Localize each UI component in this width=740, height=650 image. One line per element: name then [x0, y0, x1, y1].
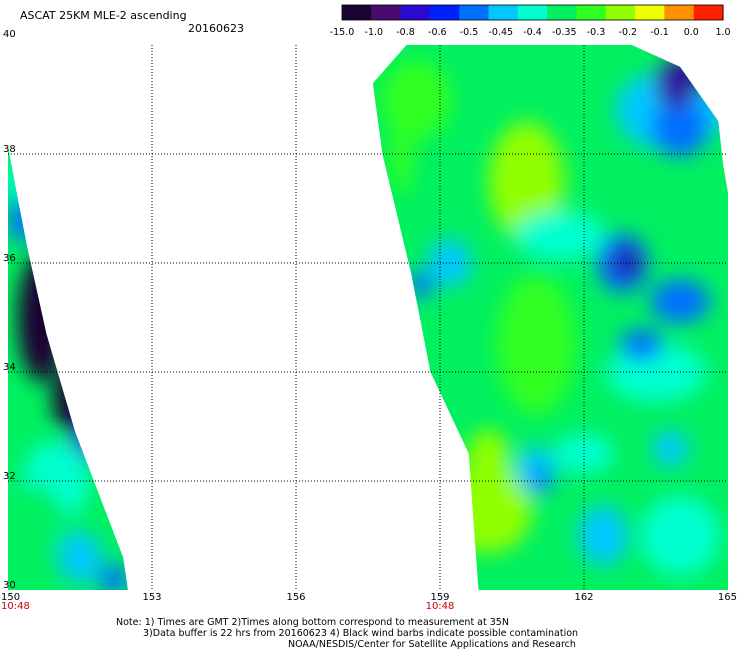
swath-time-label: 10:48: [426, 601, 455, 612]
colorbar-tick-label: -0.3: [587, 27, 606, 38]
colorbar-swatch: [664, 5, 695, 20]
colorbar-tick-label: -1.0: [365, 27, 384, 38]
colorbar-tick-label: -0.45: [489, 27, 514, 38]
colorbar-swatch: [429, 5, 460, 20]
colorbar: -15.0 -1.0 -0.8 -0.6 -0.5 -0.45 -0.4 -0.35 -0.3 -…: [330, 4, 731, 38]
colorbar-tick-label: -0.5: [460, 27, 479, 38]
colorbar-tick-label: 0.0: [684, 27, 699, 38]
map-title: ASCAT 25KM MLE-2 ascending: [20, 9, 187, 22]
colorbar-tick-label: -0.4: [523, 27, 542, 38]
longitude-label: 156: [286, 592, 305, 603]
grid-lines: [8, 45, 728, 590]
map-date: 20160623: [188, 22, 244, 35]
colorbar-tick-label: -15.0: [330, 27, 355, 38]
longitude-label: 150: [1, 592, 20, 603]
colorbar-swatch: [517, 5, 548, 20]
colorbar-swatch: [547, 5, 578, 20]
colorbar-tick-label: -0.1: [650, 27, 669, 38]
colorbar-tick-label: -0.35: [552, 27, 577, 38]
colorbar-frame: [341, 4, 724, 21]
swath-time-label: 10:48: [1, 601, 30, 612]
longitude-labels: 150 153 156 159 162 165: [1, 592, 737, 603]
longitude-label: 153: [142, 592, 161, 603]
colorbar-swatch: [488, 5, 519, 20]
colorbar-swatch: [371, 5, 402, 20]
latitude-labels: 40 38 36 34 32 30: [3, 29, 16, 591]
latitude-label: 40: [3, 29, 16, 40]
colorbar-tick-label: -0.8: [396, 27, 415, 38]
colorbar-swatch: [400, 5, 431, 20]
colorbar-tick-label: -0.2: [619, 27, 638, 38]
colorbar-swatch: [635, 5, 665, 20]
colorbar-swatch: [605, 5, 636, 20]
longitude-label: 162: [574, 592, 593, 603]
latitude-label: 30: [3, 580, 16, 591]
colorbar-tick-label: 1.0: [715, 27, 730, 38]
time-labels: 10:48 10:48: [1, 601, 454, 612]
footer-note-line2: 3)Data buffer is 22 hrs from 20160623 4)…: [143, 628, 578, 639]
latitude-label: 38: [3, 144, 16, 155]
swath-layer: [8, 45, 728, 591]
colorbar-swatch: [693, 5, 724, 20]
colorbar-swatch: [576, 5, 607, 20]
longitude-label: 159: [430, 592, 449, 603]
latitude-label: 32: [3, 471, 16, 482]
footer-note-line1: Note: 1) Times are GMT 2)Times along bot…: [116, 617, 509, 628]
colorbar-swatch: [459, 5, 490, 20]
colorbar-tick-label: -0.6: [428, 27, 447, 38]
latitude-label: 34: [3, 362, 16, 373]
colorbar-swatch: [342, 5, 372, 20]
footer-credit: NOAA/NESDIS/Center for Satellite Applica…: [288, 639, 576, 650]
latitude-label: 36: [3, 253, 16, 264]
east-swath: [372, 45, 728, 590]
west-swath: [8, 145, 128, 591]
longitude-label: 165: [718, 592, 737, 603]
